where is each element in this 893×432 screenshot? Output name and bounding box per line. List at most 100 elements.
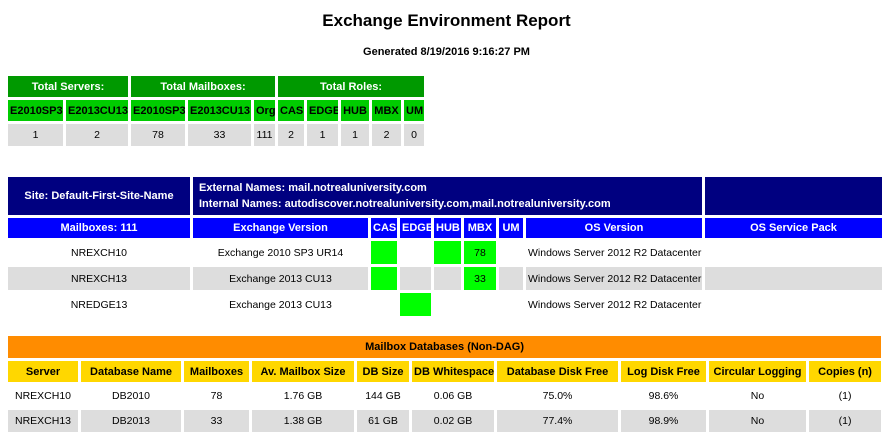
- server-row: NREXCH13 Exchange 2013 CU13 33 Windows S…: [8, 267, 882, 290]
- db-server: NREXCH13: [8, 410, 78, 432]
- db-name: DB2010: [112, 390, 150, 402]
- totals-value: 33: [188, 124, 251, 146]
- role-cell-cas: [371, 293, 397, 316]
- role-cell-hub: [434, 293, 461, 316]
- db-size: 144 GB: [365, 390, 401, 402]
- db-server: NREXCH10: [14, 390, 72, 402]
- db-copies: (1): [809, 410, 882, 432]
- db-disk-free: 75.0%: [542, 390, 573, 402]
- db-col-db-size: DB Size: [357, 361, 409, 382]
- mailbox-databases-table: Mailbox Databases (Non-DAG) Server Datab…: [5, 333, 884, 432]
- role-cell-mbx: 33: [464, 267, 496, 290]
- site-internal-names: Internal Names: autodiscover.notrealuniv…: [199, 198, 611, 210]
- db-col-database-disk-free: Database Disk Free: [497, 361, 618, 382]
- site-external-names: External Names: mail.notrealuniversity.c…: [199, 182, 427, 194]
- server-exchange-version: Exchange 2013 CU13: [229, 298, 332, 311]
- server-row: NREXCH10 Exchange 2010 SP3 UR14 78 Windo…: [8, 241, 882, 264]
- db-circular-logging: No: [709, 410, 806, 432]
- database-row: NREXCH13 DB2013 33 1.38 GB 61 GB 0.02 GB…: [8, 410, 882, 432]
- role-cell-mbx: 78: [464, 241, 496, 264]
- databases-column-header-row: Server Database Name Mailboxes Av. Mailb…: [8, 361, 882, 382]
- db-copies: (1): [838, 390, 852, 402]
- totals-value: 78: [131, 124, 185, 146]
- site-namespace-cell: External Names: mail.notrealuniversity.c…: [193, 177, 702, 215]
- totals-col-e2013cu13-mailboxes: E2013CU13: [188, 100, 251, 121]
- page-title: Exchange Environment Report: [322, 11, 571, 30]
- databases-title-row: Mailbox Databases (Non-DAG): [8, 336, 882, 358]
- db-col-circular-logging: Circular Logging: [709, 361, 806, 382]
- col-os-service-pack: OS Service Pack: [705, 218, 882, 238]
- server-column-header-row: Mailboxes: 111 Exchange Version CAS EDGE…: [8, 218, 882, 238]
- db-disk-free: 77.4%: [497, 410, 618, 432]
- server-os-version: Windows Server 2012 R2 Datacenter: [528, 246, 702, 259]
- totals-group-roles: Total Roles:: [278, 76, 425, 97]
- role-cell-um: [499, 293, 523, 316]
- server-exchange-version: Exchange 2013 CU13: [193, 267, 368, 290]
- totals-value: 1: [341, 124, 370, 146]
- db-col-copies: Copies (n): [809, 361, 882, 382]
- db-log-disk-free: 98.9%: [621, 410, 706, 432]
- db-log-disk-free: 98.6%: [648, 390, 679, 402]
- totals-col-org: Org: [254, 100, 276, 121]
- server-os-service-pack: [705, 293, 882, 316]
- db-circular-logging: No: [750, 390, 765, 402]
- site-mailboxes-total: Mailboxes: 111: [8, 218, 190, 238]
- db-mailboxes: 78: [210, 390, 223, 402]
- role-cell-um: [499, 267, 523, 290]
- db-col-db-whitespace: DB Whitespace: [412, 361, 494, 382]
- totals-value: 111: [254, 124, 276, 146]
- totals-col-mbx: MBX: [372, 100, 402, 121]
- db-name: DB2013: [81, 410, 181, 432]
- role-cell-edge: [400, 293, 431, 316]
- totals-col-e2010sp3-mailboxes: E2010SP3: [131, 100, 185, 121]
- db-whitespace: 0.02 GB: [412, 410, 494, 432]
- col-edge: EDGE: [400, 218, 431, 238]
- server-os-service-pack: [705, 267, 882, 290]
- col-um: UM: [499, 218, 523, 238]
- databases-title: Mailbox Databases (Non-DAG): [8, 336, 882, 358]
- col-mbx: MBX: [464, 218, 496, 238]
- role-cell-cas: [371, 267, 397, 290]
- site-header-row: Site: Default-First-Site-Name External N…: [8, 177, 882, 215]
- totals-value: 1: [307, 124, 339, 146]
- role-cell-cas: [371, 241, 397, 264]
- site-header-spacer: [705, 177, 882, 215]
- totals-group-row: Total Servers: Total Mailboxes: Total Ro…: [8, 76, 425, 97]
- database-row: NREXCH10 DB2010 78 1.76 GB 144 GB 0.06 G…: [8, 385, 881, 407]
- totals-col-hub: HUB: [341, 100, 370, 121]
- db-mailboxes: 33: [184, 410, 249, 432]
- totals-value: 0: [404, 124, 425, 146]
- role-cell-edge: [400, 267, 431, 290]
- totals-value: 2: [372, 124, 402, 146]
- col-exchange-version: Exchange Version: [193, 218, 368, 238]
- role-cell-edge: [400, 241, 431, 264]
- server-os-service-pack: [705, 241, 882, 264]
- totals-column-header-row: E2010SP3 E2013CU13 E2010SP3 E2013CU13 Or…: [8, 100, 425, 121]
- role-cell-hub: [434, 267, 461, 290]
- db-col-database-name: Database Name: [81, 361, 181, 382]
- server-row: NREDGE13 Exchange 2013 CU13 Windows Serv…: [8, 293, 882, 316]
- db-size: 61 GB: [357, 410, 409, 432]
- role-cell-um: [499, 241, 523, 264]
- server-name: NREXCH13: [8, 267, 190, 290]
- server-exchange-version: Exchange 2010 SP3 UR14: [217, 246, 344, 259]
- totals-col-edge: EDGE: [307, 100, 339, 121]
- db-col-server: Server: [8, 361, 78, 382]
- totals-col-e2010sp3-servers: E2010SP3: [8, 100, 63, 121]
- generated-timestamp: Generated 8/19/2016 9:16:27 PM: [363, 46, 530, 58]
- col-hub: HUB: [434, 218, 461, 238]
- server-name: NREXCH10: [70, 246, 128, 259]
- totals-group-mailboxes: Total Mailboxes:: [131, 76, 276, 97]
- col-os-version: OS Version: [526, 218, 702, 238]
- role-cell-mbx: [464, 293, 496, 316]
- totals-col-cas: CAS: [278, 100, 305, 121]
- totals-col-um: UM: [404, 100, 425, 121]
- totals-value: 2: [278, 124, 305, 146]
- server-name: NREDGE13: [70, 298, 128, 311]
- db-col-av-mailbox-size: Av. Mailbox Size: [252, 361, 354, 382]
- site-servers-table: Site: Default-First-Site-Name External N…: [5, 174, 885, 319]
- db-av-mailbox-size: 1.38 GB: [252, 410, 354, 432]
- totals-value-row: 1 2 78 33 111 2 1 1 2 0: [8, 124, 425, 146]
- db-col-mailboxes: Mailboxes: [184, 361, 249, 382]
